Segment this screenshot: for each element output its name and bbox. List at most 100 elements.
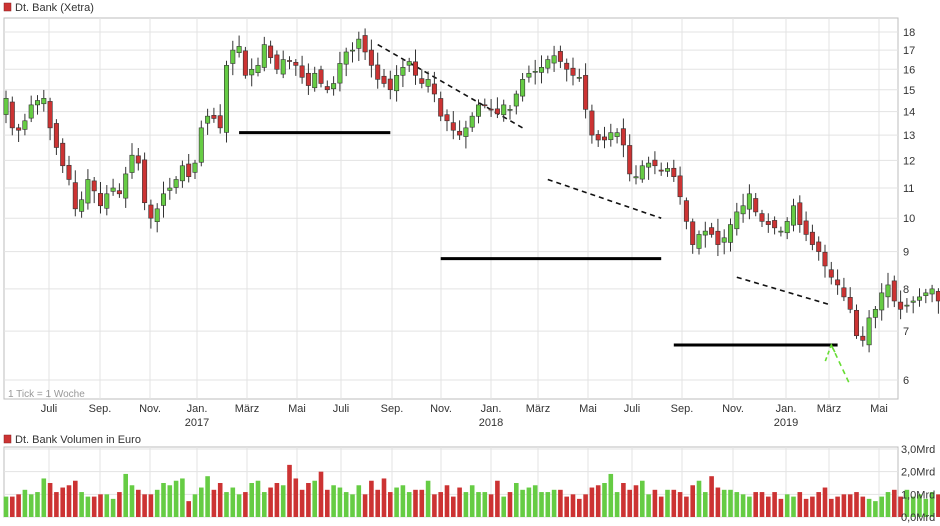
volume-bar	[280, 485, 286, 517]
price-y-tick-label: 7	[903, 326, 909, 338]
candle	[242, 46, 248, 79]
volume-bar	[621, 483, 626, 517]
candle	[444, 109, 450, 132]
volume-bar	[910, 496, 916, 517]
candle	[853, 304, 859, 339]
price-y-tick-label: 8	[903, 284, 909, 296]
x-year-label: 2019	[774, 417, 798, 429]
candle	[835, 269, 841, 295]
candle	[482, 98, 488, 109]
candle	[261, 36, 267, 72]
candle	[589, 104, 595, 144]
candle	[702, 221, 708, 248]
volume-bar	[929, 492, 935, 517]
volume-bar	[646, 494, 651, 517]
volume-bar	[747, 496, 752, 517]
candle	[614, 128, 620, 144]
price-y-tick-label: 11	[903, 183, 914, 195]
volume-bar	[898, 496, 903, 517]
volume-bar	[703, 492, 708, 517]
x-axis: Juli Sep. Nov. Jan. März Mai Juli Sep. Nov. Jan. M…	[41, 403, 888, 429]
candle	[205, 108, 211, 135]
volume-bar	[652, 489, 658, 517]
volume-bar	[904, 489, 910, 517]
candle	[98, 182, 104, 214]
candle	[746, 184, 752, 220]
candle	[633, 165, 639, 185]
candle	[356, 31, 362, 62]
volume-bar	[444, 485, 450, 517]
candle	[507, 105, 513, 120]
volume-bar	[847, 494, 853, 517]
volume-bar	[766, 496, 771, 517]
x-tick-label: Sep.	[89, 403, 112, 415]
volume-bar	[501, 496, 506, 517]
volume-bar	[690, 485, 695, 517]
candle	[538, 55, 544, 84]
candle	[520, 72, 526, 102]
x-year-label: 2017	[185, 417, 209, 429]
volume-bar	[469, 485, 475, 517]
candle	[652, 151, 658, 175]
candle	[583, 63, 589, 119]
volume-bar	[684, 496, 689, 517]
candle	[790, 198, 796, 232]
candle	[66, 155, 72, 186]
volume-bar	[161, 483, 166, 517]
volume-bar	[287, 464, 292, 517]
volume-bar	[79, 492, 84, 517]
volume-bar	[312, 480, 317, 517]
candle	[551, 45, 557, 72]
price-y-tick-label: 15	[903, 85, 915, 97]
volume-bar	[570, 494, 576, 517]
candle	[224, 60, 230, 143]
volume-bar	[173, 480, 179, 517]
candle	[135, 148, 141, 171]
candle	[154, 203, 160, 233]
candle	[179, 160, 185, 188]
volume-bar	[791, 496, 796, 517]
candle	[809, 224, 815, 251]
volume-bar	[148, 494, 154, 517]
volume-bar	[117, 492, 122, 517]
x-year-label: 2018	[479, 417, 503, 429]
volume-bar	[230, 487, 236, 517]
candle	[412, 49, 418, 85]
candle	[91, 177, 97, 204]
volume-bar	[816, 492, 821, 517]
candle	[501, 99, 507, 122]
candle	[772, 216, 778, 235]
volume-bar	[110, 498, 116, 517]
volume-y-tick-label: 2,0Mrd	[901, 467, 935, 479]
volume-bar	[180, 478, 185, 517]
candle	[362, 28, 368, 60]
volume-bar	[413, 489, 418, 517]
candle	[312, 66, 318, 92]
candle	[784, 217, 790, 240]
price-y-tick-label: 13	[903, 130, 915, 142]
candle	[898, 290, 904, 320]
volume-bar	[356, 485, 362, 517]
candle	[570, 57, 576, 86]
candle	[532, 59, 538, 85]
candle	[457, 120, 463, 140]
volume-bar	[41, 478, 47, 517]
volume-bar	[892, 489, 897, 517]
volume-bar	[60, 487, 65, 517]
candle	[935, 288, 940, 314]
volume-bar	[22, 489, 28, 517]
volume-legend: Dt. Bank Volumen in Euro	[3, 434, 141, 446]
candle	[904, 298, 910, 313]
volume-bar	[772, 492, 777, 517]
volume-bar	[406, 492, 412, 517]
candle	[866, 310, 872, 353]
candle	[161, 181, 167, 218]
candle	[526, 65, 532, 83]
volume-bar	[337, 487, 343, 517]
volume-bar	[104, 494, 110, 517]
volume-bar	[835, 496, 840, 517]
volume-bar	[866, 498, 872, 517]
candle	[620, 118, 626, 158]
candle	[419, 69, 425, 89]
volume-legend-swatch	[3, 434, 12, 444]
